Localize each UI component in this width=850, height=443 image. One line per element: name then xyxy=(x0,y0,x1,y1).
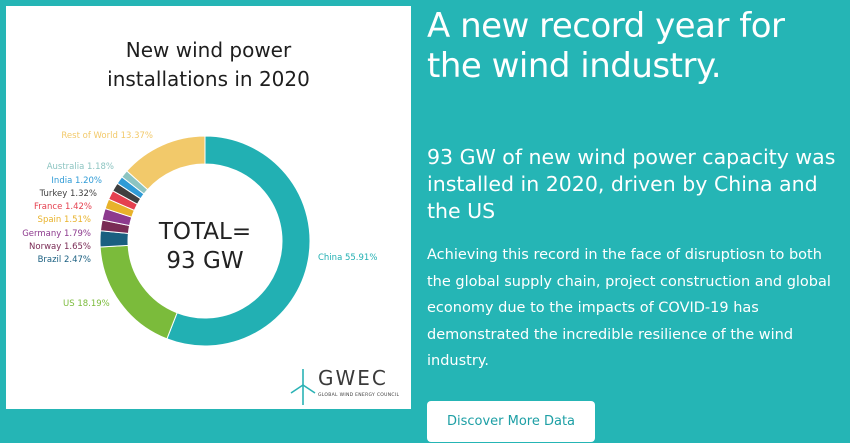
slice-label-france: France 1.42% xyxy=(34,202,92,212)
donut-chart: China 55.91% US 18.19% Brazil 2.47% Norway … xyxy=(22,131,377,347)
slice-label-us: US 18.19% xyxy=(63,299,110,309)
slice-label-australia: Australia 1.18% xyxy=(47,162,114,172)
slice-label-rest-of-world: Rest of World 13.37% xyxy=(61,131,153,141)
slice-label-brazil: Brazil 2.47% xyxy=(38,255,91,265)
gwec-logo: GWEC GLOBAL WIND ENERGY COUNCIL xyxy=(290,366,402,406)
discover-more-data-button[interactable]: Discover More Data xyxy=(427,401,595,442)
slice-label-norway: Norway 1.65% xyxy=(29,242,91,252)
slice-label-germany: Germany 1.79% xyxy=(22,229,91,239)
total-label: TOTAL= xyxy=(158,219,251,245)
headline: A new record year for the wind industry. xyxy=(427,6,785,86)
slice-china xyxy=(166,135,311,347)
slice-label-spain: Spain 1.51% xyxy=(38,215,91,225)
body-paragraph: Achieving this record in the face of dis… xyxy=(427,247,831,369)
logo-subtitle: GLOBAL WIND ENERGY COUNCIL xyxy=(318,393,400,398)
logo-name: GWEC xyxy=(318,366,388,390)
wind-turbine-icon xyxy=(290,369,316,405)
total-value: 93 GW xyxy=(166,248,243,274)
subheadline: 93 GW of new wind power capacity was ins… xyxy=(427,145,836,223)
slice-label-china: China 55.91% xyxy=(318,253,377,263)
slice-label-india: India 1.20% xyxy=(51,176,102,186)
slice-label-turkey: Turkey 1.32% xyxy=(39,189,97,199)
chart-title: New wind power installations in 2020 xyxy=(107,38,310,91)
chart-card: New wind power installations in 2020 Chin… xyxy=(6,6,411,409)
slice-rest-of-world xyxy=(126,135,206,191)
